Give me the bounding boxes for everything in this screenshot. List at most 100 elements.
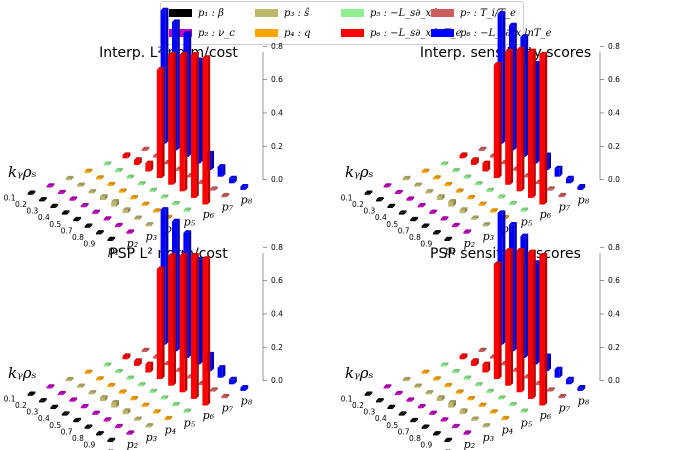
bar-top (459, 207, 468, 210)
bar-top (433, 230, 441, 233)
bar-top (410, 417, 418, 421)
bar-side (86, 404, 89, 409)
bar (107, 385, 113, 388)
bar (183, 210, 189, 212)
bar (122, 355, 128, 360)
bar (217, 367, 223, 378)
bar (115, 371, 121, 374)
bar-top (149, 187, 157, 191)
bar-top (463, 174, 472, 178)
bar (39, 400, 45, 403)
bar-top (183, 230, 192, 233)
bar (99, 196, 105, 200)
bar-side (139, 358, 142, 366)
bar-top (452, 368, 460, 372)
bar-side (468, 229, 472, 234)
bar-side (120, 167, 123, 173)
bar-top (566, 376, 574, 380)
bar-top (471, 157, 479, 160)
x-tick-label: p₁ (445, 446, 456, 450)
bar-side (464, 152, 468, 159)
bar-side (74, 196, 78, 201)
chart-title: Interp. L² norm/cost (99, 45, 238, 61)
bar (414, 185, 420, 187)
bar (84, 427, 90, 429)
bar-side (82, 383, 85, 388)
bar-side (502, 395, 506, 400)
legend-item-p6: p₆ : −L_s∂_x lnT_e (341, 24, 462, 42)
bar-top (65, 175, 74, 179)
bar-top (482, 222, 491, 225)
bar-top (387, 404, 396, 408)
bar-top (118, 389, 127, 393)
legend-item-p8: p₈ : −L_s∂_x lnT_e (431, 24, 552, 42)
bar (577, 387, 583, 391)
bar-side (89, 223, 93, 228)
bar (118, 392, 124, 394)
chart-panel-interp-l2: Interp. L² norm/cost 0.0 0.2 0.4 0.6 0.8 0.1 0… (0, 7, 337, 258)
x-tick-label: p₇ (222, 402, 234, 415)
bar-top (554, 366, 563, 370)
bar (554, 168, 560, 177)
bar (229, 178, 235, 184)
bar-side (468, 430, 472, 435)
bar-side (200, 256, 203, 365)
bar (58, 393, 64, 396)
bar (406, 400, 412, 402)
bar-side (105, 395, 108, 401)
bar (505, 51, 511, 185)
bar-side (63, 390, 66, 396)
bar-top (520, 207, 529, 211)
bar-top (77, 383, 85, 387)
bar-side (449, 437, 453, 442)
bar-top (172, 218, 180, 222)
bar-side (173, 52, 176, 185)
z-tick-label: 0.4 (271, 108, 283, 117)
bar-top (126, 229, 135, 233)
bar (490, 411, 496, 414)
bar-side (101, 230, 104, 235)
bar (198, 383, 204, 385)
y-tick-label: 0.5 (49, 421, 61, 430)
bar-top (172, 401, 180, 405)
bar-side (506, 214, 510, 220)
bar (179, 255, 185, 393)
bar-top (141, 201, 150, 205)
legend-label-p1: p₁ : β (198, 7, 224, 19)
z-tick-label: 0.0 (608, 376, 620, 385)
bar (172, 203, 178, 206)
bar-side (426, 424, 430, 429)
bar-side (143, 181, 146, 186)
bar-top (153, 208, 161, 211)
x-tick-label: p₆ (203, 409, 215, 422)
bar (554, 369, 560, 378)
y-tick-label: 0.1 (341, 193, 353, 202)
bar-side (150, 160, 154, 172)
bar-side (101, 431, 104, 436)
bar (425, 392, 431, 395)
bar (364, 193, 370, 195)
bar-side (51, 384, 55, 389)
x-tick-label: p₅ (184, 215, 196, 228)
bar-side (571, 376, 574, 385)
bar (145, 364, 151, 373)
bar-top (509, 222, 517, 225)
bar (103, 419, 109, 422)
bar-side (150, 423, 154, 428)
bar-side (124, 188, 127, 193)
bar-side (483, 347, 487, 352)
bar-top (482, 361, 491, 365)
z-tick-label: 0.2 (271, 343, 283, 352)
bar-top (126, 174, 135, 178)
y-tick-label: 0.2 (15, 401, 27, 410)
bar-top (210, 387, 218, 390)
bar-side (419, 383, 422, 388)
bar (96, 232, 102, 235)
bar-side (93, 390, 97, 395)
bar (187, 175, 193, 178)
bar-top (505, 48, 513, 52)
bar-top (471, 358, 479, 361)
bar (149, 190, 155, 192)
bar-side (169, 214, 173, 220)
z-tick-label: 0.6 (271, 276, 283, 285)
